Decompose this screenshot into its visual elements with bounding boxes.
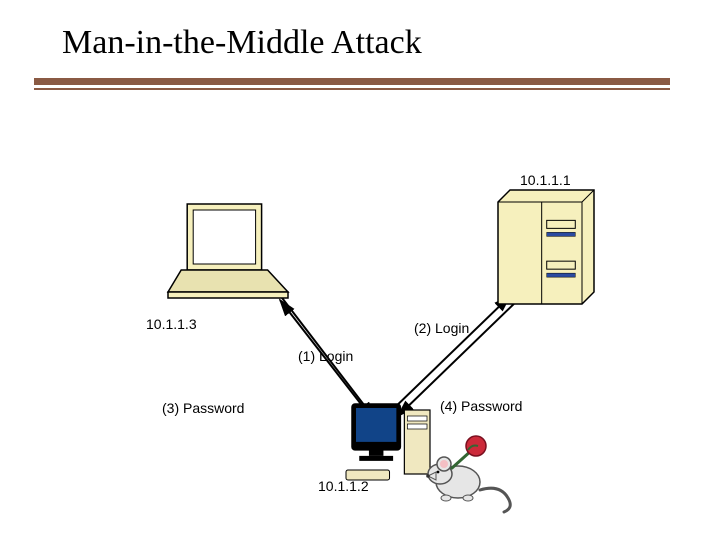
ip-attacker-label: 10.1.1.2 xyxy=(318,478,369,494)
ip-server-label: 10.1.1.1 xyxy=(520,172,571,188)
ip-laptop-label: 10.1.1.3 xyxy=(146,316,197,332)
title-rule xyxy=(34,78,670,90)
mouse-thief-icon xyxy=(426,436,510,512)
password-3-label: (3) Password xyxy=(162,400,244,416)
password-4-label: (4) Password xyxy=(440,398,522,414)
laptop-icon xyxy=(168,204,288,298)
login-2-label: (2) Login xyxy=(414,320,469,336)
server-icon xyxy=(498,190,594,304)
attacker-pc-icon xyxy=(346,404,430,480)
slide-title: Man-in-the-Middle Attack xyxy=(62,24,422,62)
login-1-label: (1) Login xyxy=(298,348,353,364)
